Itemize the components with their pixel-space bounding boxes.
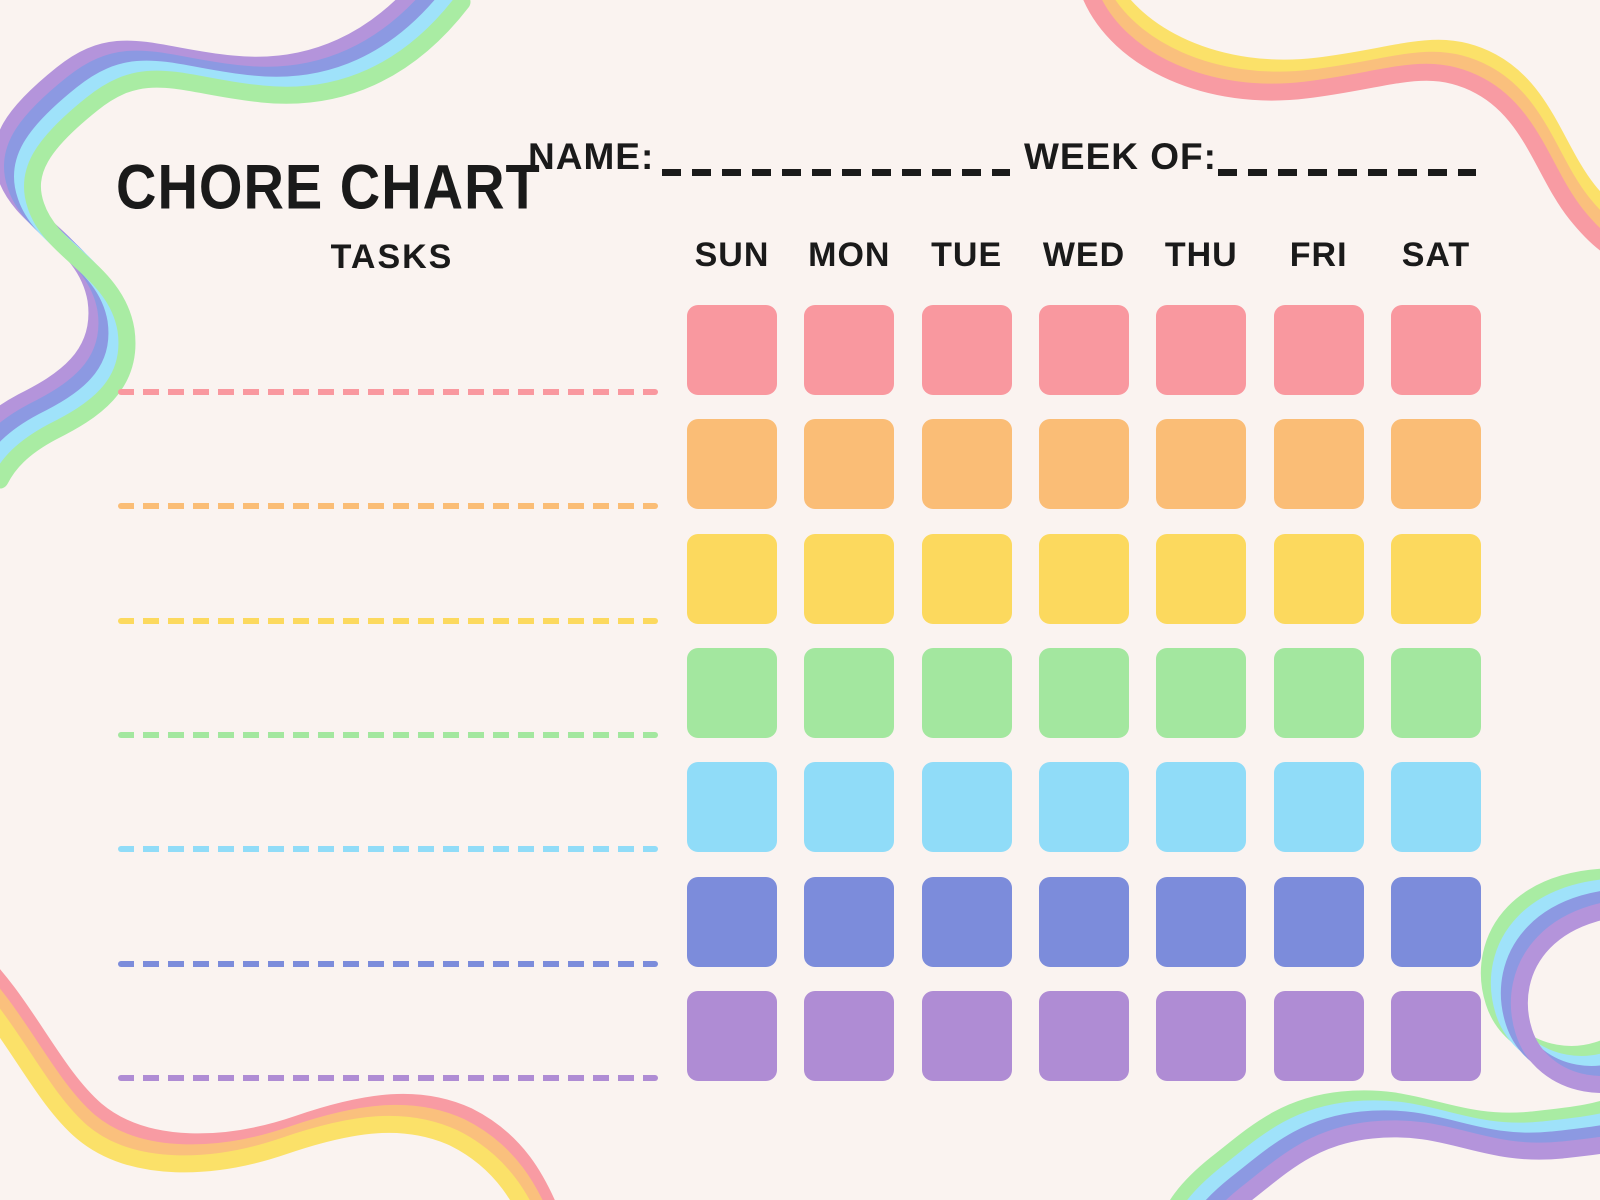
day-cell-row7-wed[interactable] xyxy=(1038,990,1129,1081)
day-cell-row5-wed[interactable] xyxy=(1038,762,1129,853)
day-header-sun: SUN xyxy=(694,236,770,274)
day-cell-row3-sat[interactable] xyxy=(1390,533,1481,624)
day-cell-row1-sat[interactable] xyxy=(1390,305,1481,395)
day-cell-row5-mon[interactable] xyxy=(804,762,895,853)
day-header-fri: FRI xyxy=(1289,236,1348,274)
day-cell-row2-sat[interactable] xyxy=(1390,419,1481,510)
task-fill-in-line-6[interactable] xyxy=(118,960,658,967)
day-cell-row4-sun[interactable] xyxy=(687,647,777,738)
day-cell-row3-fri[interactable] xyxy=(1273,533,1364,624)
day-cell-row4-mon[interactable] xyxy=(804,647,895,738)
day-cell-row4-fri[interactable] xyxy=(1273,647,1364,738)
day-cell-row1-mon[interactable] xyxy=(804,305,895,395)
day-cell-row6-sun[interactable] xyxy=(687,876,777,967)
task-label-7 xyxy=(130,1031,646,1071)
day-cell-row7-fri[interactable] xyxy=(1273,990,1364,1081)
day-header-tue: TUE xyxy=(931,236,1003,274)
day-cell-row6-fri[interactable] xyxy=(1273,876,1364,967)
day-cell-row2-wed[interactable] xyxy=(1038,419,1129,510)
day-cell-row4-sat[interactable] xyxy=(1390,647,1481,738)
day-cell-row6-mon[interactable] xyxy=(804,876,895,967)
day-header-wed: WED xyxy=(1042,236,1126,274)
day-cell-row4-tue[interactable] xyxy=(921,647,1012,738)
day-cell-row6-thu[interactable] xyxy=(1156,876,1247,967)
day-cell-row6-wed[interactable] xyxy=(1038,876,1129,967)
day-cell-row7-sat[interactable] xyxy=(1390,990,1481,1081)
task-label-5 xyxy=(130,802,646,842)
day-header-sat: SAT xyxy=(1401,236,1471,274)
day-cell-row2-mon[interactable] xyxy=(804,419,895,510)
day-cell-row5-fri[interactable] xyxy=(1273,762,1364,853)
task-fill-in-line-5[interactable] xyxy=(118,846,658,853)
name-label: NAME: xyxy=(528,136,655,177)
day-cell-row2-sun[interactable] xyxy=(687,419,777,510)
day-cell-row6-tue[interactable] xyxy=(921,876,1012,967)
task-fill-in-line-3[interactable] xyxy=(118,617,658,624)
week-of-label: WEEK OF: xyxy=(1024,136,1217,177)
task-fill-in-line-2[interactable] xyxy=(118,503,658,510)
day-cell-row7-mon[interactable] xyxy=(804,990,895,1081)
day-cell-row4-thu[interactable] xyxy=(1156,647,1247,738)
day-cell-row3-mon[interactable] xyxy=(804,533,895,624)
day-cell-row1-wed[interactable] xyxy=(1038,305,1129,395)
task-label-2 xyxy=(130,459,646,499)
name-fill-in-line[interactable] xyxy=(662,169,1010,176)
day-cell-row1-sun[interactable] xyxy=(687,305,777,395)
day-cell-row2-fri[interactable] xyxy=(1273,419,1364,510)
day-cell-row3-thu[interactable] xyxy=(1156,533,1247,624)
day-cell-row7-tue[interactable] xyxy=(921,990,1012,1081)
task-fill-in-line-4[interactable] xyxy=(118,731,658,738)
page-title: CHORE CHART xyxy=(116,151,541,222)
day-cell-row7-sun[interactable] xyxy=(687,990,777,1081)
task-fill-in-line-1[interactable] xyxy=(118,389,658,395)
day-header-thu: THU xyxy=(1164,236,1238,274)
day-cell-row4-wed[interactable] xyxy=(1038,647,1129,738)
task-fill-in-line-7[interactable] xyxy=(118,1074,658,1081)
day-cell-row3-sun[interactable] xyxy=(687,533,777,624)
task-label-1 xyxy=(130,345,646,385)
day-cell-row3-tue[interactable] xyxy=(921,533,1012,624)
day-cell-row1-tue[interactable] xyxy=(921,305,1012,395)
week-of-fill-in-line[interactable] xyxy=(1218,169,1476,176)
day-cell-row5-tue[interactable] xyxy=(921,762,1012,853)
day-cell-row6-sat[interactable] xyxy=(1390,876,1481,967)
day-cell-row5-sun[interactable] xyxy=(687,762,777,853)
task-label-4 xyxy=(130,688,646,728)
day-cell-row5-thu[interactable] xyxy=(1156,762,1247,853)
task-label-6 xyxy=(130,917,646,957)
day-header-mon: MON xyxy=(808,236,891,274)
day-cell-row1-thu[interactable] xyxy=(1156,305,1247,395)
tasks-column-header: TASKS xyxy=(330,238,454,276)
day-cell-row1-fri[interactable] xyxy=(1273,305,1364,395)
day-cell-row7-thu[interactable] xyxy=(1156,990,1247,1081)
day-cell-row5-sat[interactable] xyxy=(1390,762,1481,853)
rainbow-ribbon-top-right xyxy=(1083,0,1600,251)
task-label-3 xyxy=(130,574,646,614)
day-cell-row3-wed[interactable] xyxy=(1038,533,1129,624)
day-cell-row2-thu[interactable] xyxy=(1156,419,1247,510)
day-cell-row2-tue[interactable] xyxy=(921,419,1012,510)
